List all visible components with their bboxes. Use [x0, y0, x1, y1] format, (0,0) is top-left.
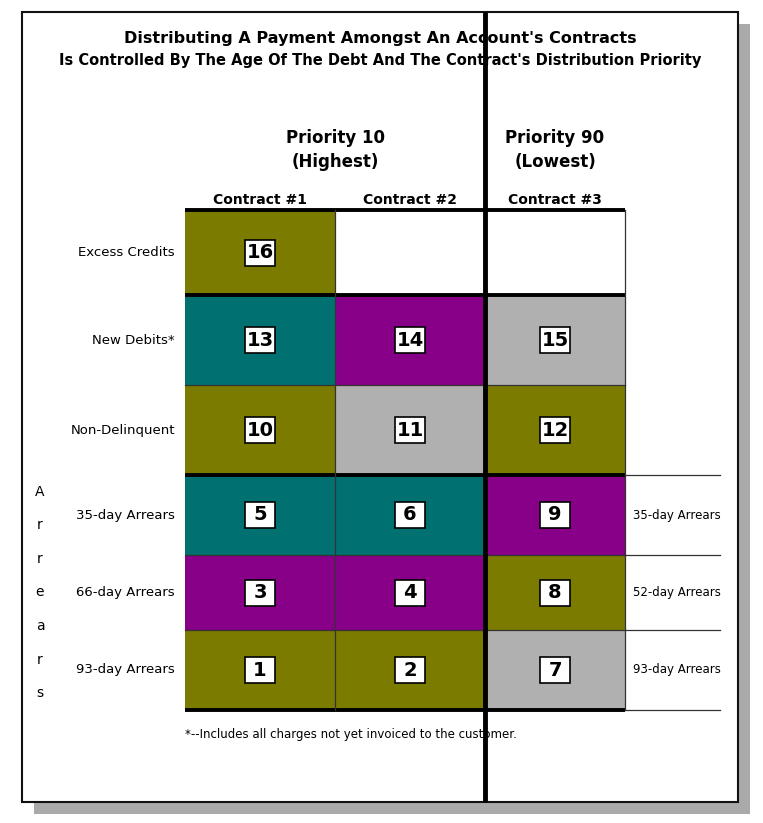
Bar	[335, 555, 485, 630]
Text: Excess Credits: Excess Credits	[79, 246, 175, 259]
Text: 11: 11	[396, 421, 423, 439]
Bar	[485, 555, 625, 630]
Text: *--Includes all charges not yet invoiced to the customer.: *--Includes all charges not yet invoiced…	[185, 728, 517, 741]
Bar	[485, 295, 625, 385]
Text: Contract #3: Contract #3	[508, 193, 602, 207]
Text: r: r	[37, 653, 43, 667]
Bar	[395, 657, 425, 683]
Bar	[485, 475, 625, 555]
Bar	[540, 657, 570, 683]
Bar	[395, 579, 425, 606]
Bar	[185, 295, 335, 385]
Bar	[540, 417, 570, 443]
Text: 14: 14	[396, 331, 423, 350]
Text: Priority 90
(Lowest): Priority 90 (Lowest)	[505, 129, 604, 171]
Text: 35-day Arrears: 35-day Arrears	[633, 509, 721, 522]
Text: 93-day Arrears: 93-day Arrears	[633, 663, 721, 677]
Bar	[245, 657, 275, 683]
Bar	[395, 417, 425, 443]
Bar	[245, 579, 275, 606]
Text: 35-day Arrears: 35-day Arrears	[76, 509, 175, 522]
Bar	[185, 630, 335, 710]
Text: 52-day Arrears: 52-day Arrears	[633, 586, 721, 599]
Text: Is Controlled By The Age Of The Debt And The Contract's Distribution Priority: Is Controlled By The Age Of The Debt And…	[59, 53, 701, 67]
Text: 6: 6	[403, 505, 417, 524]
Text: 66-day Arrears: 66-day Arrears	[76, 586, 175, 599]
Bar	[185, 385, 335, 475]
Text: r: r	[37, 552, 43, 566]
Bar	[485, 630, 625, 710]
Bar	[245, 239, 275, 266]
Text: 8: 8	[548, 583, 562, 602]
Text: 13: 13	[246, 331, 274, 350]
Text: 5: 5	[253, 505, 267, 524]
Text: Contract #2: Contract #2	[363, 193, 457, 207]
Bar	[335, 475, 485, 555]
Text: 9: 9	[549, 505, 562, 524]
Text: A: A	[35, 485, 45, 499]
Bar	[540, 579, 570, 606]
Text: Contract #1: Contract #1	[213, 193, 307, 207]
Bar	[185, 475, 335, 555]
Bar	[185, 210, 335, 295]
Text: 7: 7	[549, 661, 562, 680]
Text: Priority 10
(Highest): Priority 10 (Highest)	[285, 129, 385, 171]
Text: s: s	[37, 686, 43, 700]
Bar	[540, 327, 570, 353]
Text: 4: 4	[403, 583, 417, 602]
Bar	[245, 327, 275, 353]
Bar	[540, 502, 570, 528]
Bar	[335, 295, 485, 385]
Bar	[245, 417, 275, 443]
Bar	[245, 502, 275, 528]
Text: r: r	[37, 518, 43, 532]
Text: 3: 3	[253, 583, 267, 602]
Bar	[395, 502, 425, 528]
Bar	[335, 210, 485, 295]
Text: 93-day Arrears: 93-day Arrears	[76, 663, 175, 677]
Bar	[485, 385, 625, 475]
Bar	[185, 555, 335, 630]
Bar	[485, 210, 625, 295]
Text: New Debits*: New Debits*	[92, 333, 175, 346]
Text: Distributing A Payment Amongst An Account's Contracts: Distributing A Payment Amongst An Accoun…	[124, 30, 636, 45]
Text: 15: 15	[542, 331, 568, 350]
Text: a: a	[36, 619, 44, 633]
Text: 12: 12	[542, 421, 568, 439]
Text: 2: 2	[403, 661, 417, 680]
Text: e: e	[36, 585, 44, 599]
Text: 1: 1	[253, 661, 267, 680]
Text: 16: 16	[246, 243, 274, 262]
Bar	[335, 630, 485, 710]
Text: 10: 10	[246, 421, 273, 439]
Bar	[395, 327, 425, 353]
Bar	[335, 385, 485, 475]
Text: Non-Delinquent: Non-Delinquent	[70, 424, 175, 436]
